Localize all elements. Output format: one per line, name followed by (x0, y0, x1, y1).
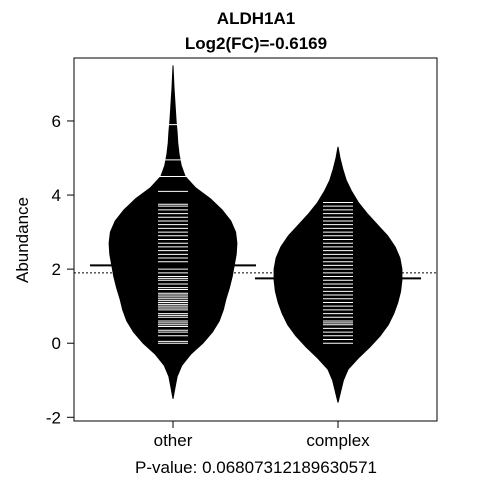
bean-shape-complex (273, 146, 403, 403)
x-tick-label: complex (306, 431, 370, 450)
x-tick-label: other (154, 431, 193, 450)
chart-subtitle: Log2(FC)=-0.6169 (185, 34, 327, 53)
chart-title: ALDH1A1 (217, 9, 295, 28)
plot-area: other complex -2 0 2 4 6 (46, 57, 438, 450)
y-tick-label: 0 (52, 334, 61, 353)
y-tick-label: -2 (46, 408, 61, 427)
y-tick-label: 2 (52, 260, 61, 279)
y-axis-label: Abundance (13, 197, 32, 283)
plot-frame (73, 57, 438, 422)
x-axis-label: P-value: 0.06807312189630571 (135, 458, 377, 477)
y-tick-label: 6 (52, 112, 61, 131)
y-tick-label: 4 (52, 186, 61, 205)
